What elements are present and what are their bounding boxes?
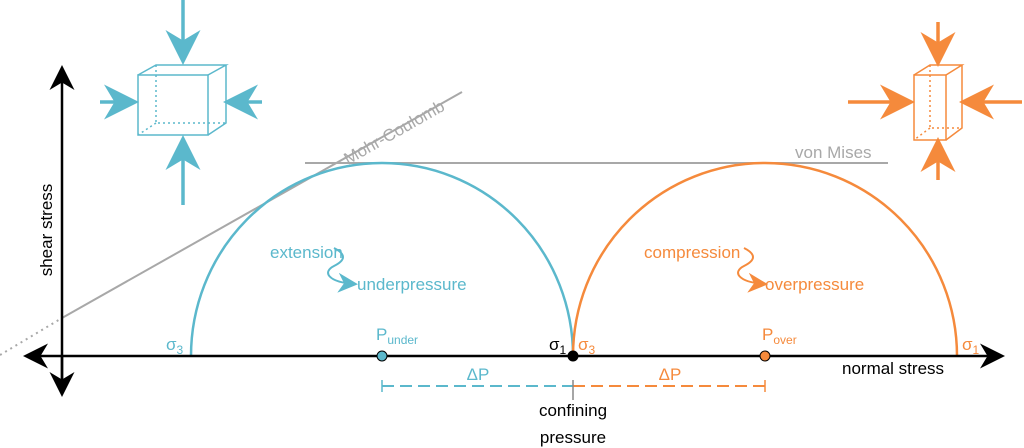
mohr-coulomb-label: Mohr-Coulomb (341, 97, 448, 169)
extension-cube (137, 64, 229, 136)
p-under-point (376, 350, 388, 362)
sigma1-extension: σ1 (549, 335, 567, 357)
underpressure-label: underpressure (357, 275, 467, 294)
sigma3-compression: σ3 (578, 335, 596, 357)
x-axis-label: normal stress (842, 359, 944, 378)
confining-label: confining (539, 401, 607, 420)
sigma1-compression: σ1 (962, 335, 980, 357)
p-over-label: Pover (762, 325, 797, 347)
wavy-arrow (737, 247, 768, 293)
compression-cube (913, 64, 965, 141)
compression-circle (571, 161, 959, 357)
overpressure-label: overpressure (765, 275, 864, 294)
delta-p-extension: ΔP (467, 365, 490, 384)
wavy-arrow (327, 247, 358, 293)
extension-stress-arrows (100, 0, 262, 205)
mohr-coulomb-extension (0, 317, 63, 356)
y-axis-label: shear stress (37, 184, 56, 277)
sigma3-extension: σ3 (166, 335, 184, 357)
compression-stress-arrows (848, 22, 1022, 180)
extension-circle (189, 161, 575, 357)
confining-label: pressure (540, 428, 606, 447)
p-over-point (759, 350, 771, 362)
p-under-label: Punder (376, 325, 418, 347)
extension-label: extension (270, 243, 343, 262)
compression-label: compression (644, 243, 740, 262)
von-mises-label: von Mises (795, 143, 872, 162)
delta-p-compression: ΔP (659, 365, 682, 384)
confining-point (567, 350, 579, 362)
